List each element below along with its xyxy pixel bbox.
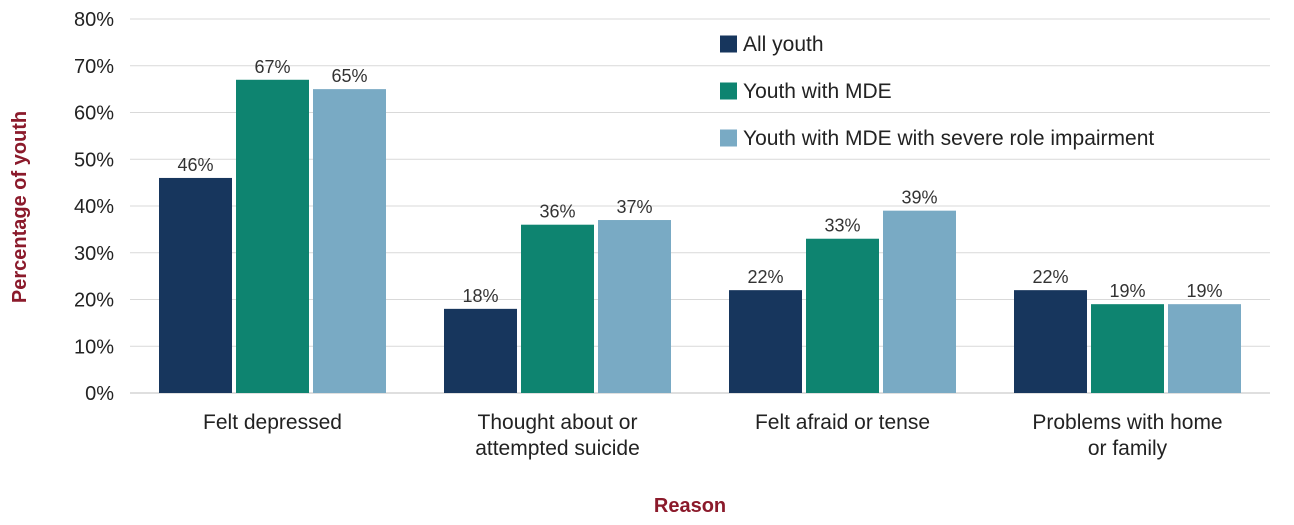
- data-label: 19%: [1186, 281, 1222, 301]
- bar: [806, 238, 879, 393]
- x-category-label-line: Felt afraid or tense: [755, 411, 930, 434]
- y-tick-label: 30%: [74, 243, 114, 265]
- x-category-label-line: Problems with home: [1032, 411, 1222, 434]
- bar: [1014, 290, 1087, 393]
- x-category-label: Felt depressed: [203, 411, 342, 434]
- x-category-label-line: attempted suicide: [475, 437, 640, 460]
- y-axis-ticks: 0% 10% 20% 30% 40% 50% 60% 70% 80%: [74, 9, 114, 405]
- bars: [159, 79, 1241, 394]
- bar: [1091, 304, 1164, 393]
- x-category-label-line: Felt depressed: [203, 411, 342, 434]
- data-label: 65%: [331, 66, 367, 86]
- y-tick-label: 40%: [74, 196, 114, 218]
- legend: All youth Youth with MDE Youth with MDE wi…: [720, 33, 1154, 150]
- y-tick-label: 0%: [85, 383, 114, 405]
- data-label: 67%: [254, 57, 290, 77]
- data-labels: 46% 67% 65% 18% 36% 37% 22% 33% 39% 22% 19% 19%: [177, 57, 1222, 306]
- y-tick-label: 70%: [74, 56, 114, 78]
- data-label: 39%: [901, 188, 937, 208]
- bar: [236, 79, 309, 394]
- data-label: 19%: [1109, 281, 1145, 301]
- legend-label: Youth with MDE with severe role impairme…: [743, 127, 1154, 150]
- bar: [883, 210, 956, 393]
- bar: [521, 224, 594, 393]
- x-category-label: Thought about or attempted suicide: [475, 411, 640, 460]
- data-label: 37%: [616, 197, 652, 217]
- bar: [313, 89, 386, 393]
- bar: [159, 177, 232, 393]
- y-axis-title: Percentage of youth: [9, 111, 31, 303]
- x-category-label: Felt afraid or tense: [755, 411, 930, 434]
- y-tick-label: 20%: [74, 290, 114, 312]
- x-axis-categories: Felt depressed Thought about or attempted …: [203, 411, 1223, 460]
- legend-swatch: [720, 82, 737, 100]
- data-label: 33%: [824, 216, 860, 236]
- legend-swatch: [720, 129, 737, 147]
- legend-label: Youth with MDE: [743, 80, 892, 103]
- x-category-label-line: Thought about or: [478, 411, 638, 434]
- x-axis-title: Reason: [654, 495, 726, 517]
- bar: [444, 308, 517, 393]
- data-label: 18%: [462, 286, 498, 306]
- y-tick-label: 10%: [74, 336, 114, 358]
- data-label: 46%: [177, 155, 213, 175]
- x-category-label-line: or family: [1088, 437, 1168, 460]
- legend-label: All youth: [743, 33, 824, 56]
- bar: [1168, 304, 1241, 393]
- data-label: 22%: [1032, 267, 1068, 287]
- legend-swatch: [720, 35, 737, 53]
- bar: [729, 290, 802, 393]
- x-category-label: Problems with home or family: [1032, 411, 1222, 460]
- bar: [598, 220, 671, 393]
- y-tick-label: 60%: [74, 103, 114, 125]
- y-tick-label: 80%: [74, 9, 114, 31]
- data-label: 36%: [539, 202, 575, 222]
- y-tick-label: 50%: [74, 149, 114, 171]
- data-label: 22%: [747, 267, 783, 287]
